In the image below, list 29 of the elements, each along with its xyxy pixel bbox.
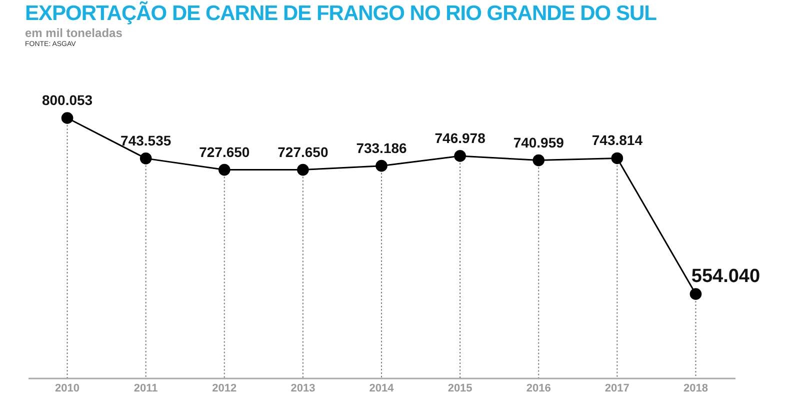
point [690,288,702,300]
chart-title: EXPORTAÇÃO DE CARNE DE FRANGO NO RIO GRANDE DO SUL [25,2,656,26]
data-label: 743.535 [120,132,172,148]
point [61,112,74,124]
data-label: 554.040 [691,266,760,287]
point [140,152,152,164]
data-label: 746.978 [434,130,486,146]
x-tick-label: 2018 [683,382,708,394]
point [376,160,388,172]
data-label: 727.650 [278,144,328,160]
point [532,154,545,166]
data-label: 740.959 [513,134,564,150]
x-tick-label: 2016 [526,382,551,394]
x-tick-label: 2017 [604,382,630,394]
point [297,164,309,176]
data-label: 743.814 [592,132,643,148]
data-label: 727.650 [199,144,250,160]
data-label: 800.053 [42,92,93,108]
point [218,164,230,176]
x-tick-label: 2012 [212,382,237,394]
chart-subtitle: em mil toneladas [25,26,124,40]
x-tick-label: 2013 [290,382,316,394]
point [454,150,466,162]
x-tick-label: 2015 [448,382,472,394]
x-tick-label: 2010 [55,382,80,394]
x-tick-label: 2014 [369,382,395,394]
data-label: 733.186 [356,140,408,156]
point [611,152,624,164]
x-tick-label: 2011 [134,382,158,394]
